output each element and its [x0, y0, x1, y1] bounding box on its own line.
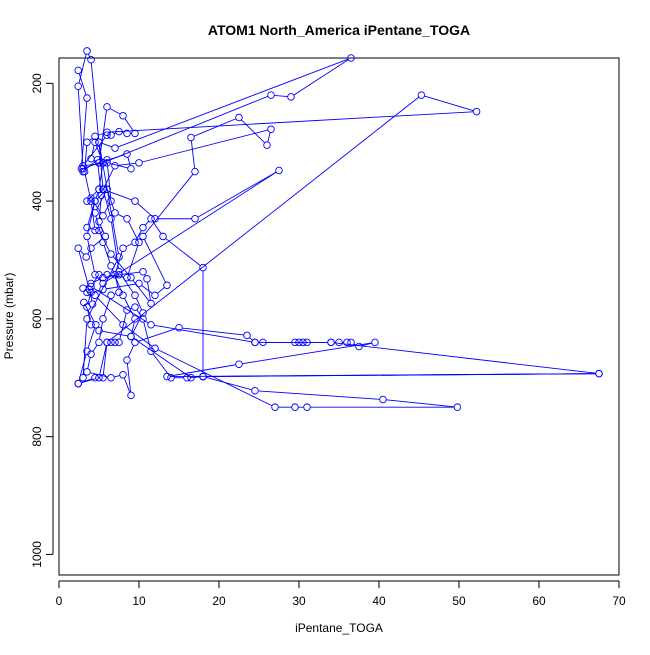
x-tick-label: 60: [532, 594, 546, 608]
y-tick-label: 600: [30, 309, 44, 329]
x-tick-label: 70: [612, 594, 626, 608]
series-segment: [194, 377, 199, 378]
x-tick-label: 0: [56, 594, 63, 608]
chart-title: ATOM1 North_America iPentane_TOGA: [208, 22, 470, 38]
y-tick-label: 200: [30, 73, 44, 93]
y-axis-label: Pressure (mbar): [2, 273, 16, 360]
y-tick-label: 1000: [30, 541, 44, 568]
x-tick-label: 30: [292, 594, 306, 608]
x-tick-label: 50: [452, 594, 466, 608]
x-tick-label: 40: [372, 594, 386, 608]
x-tick-label: 10: [132, 594, 146, 608]
y-tick-label: 800: [30, 426, 44, 446]
x-tick-label: 20: [212, 594, 226, 608]
y-tick-label: 400: [30, 191, 44, 211]
x-axis-label: iPentane_TOGA: [295, 621, 383, 635]
